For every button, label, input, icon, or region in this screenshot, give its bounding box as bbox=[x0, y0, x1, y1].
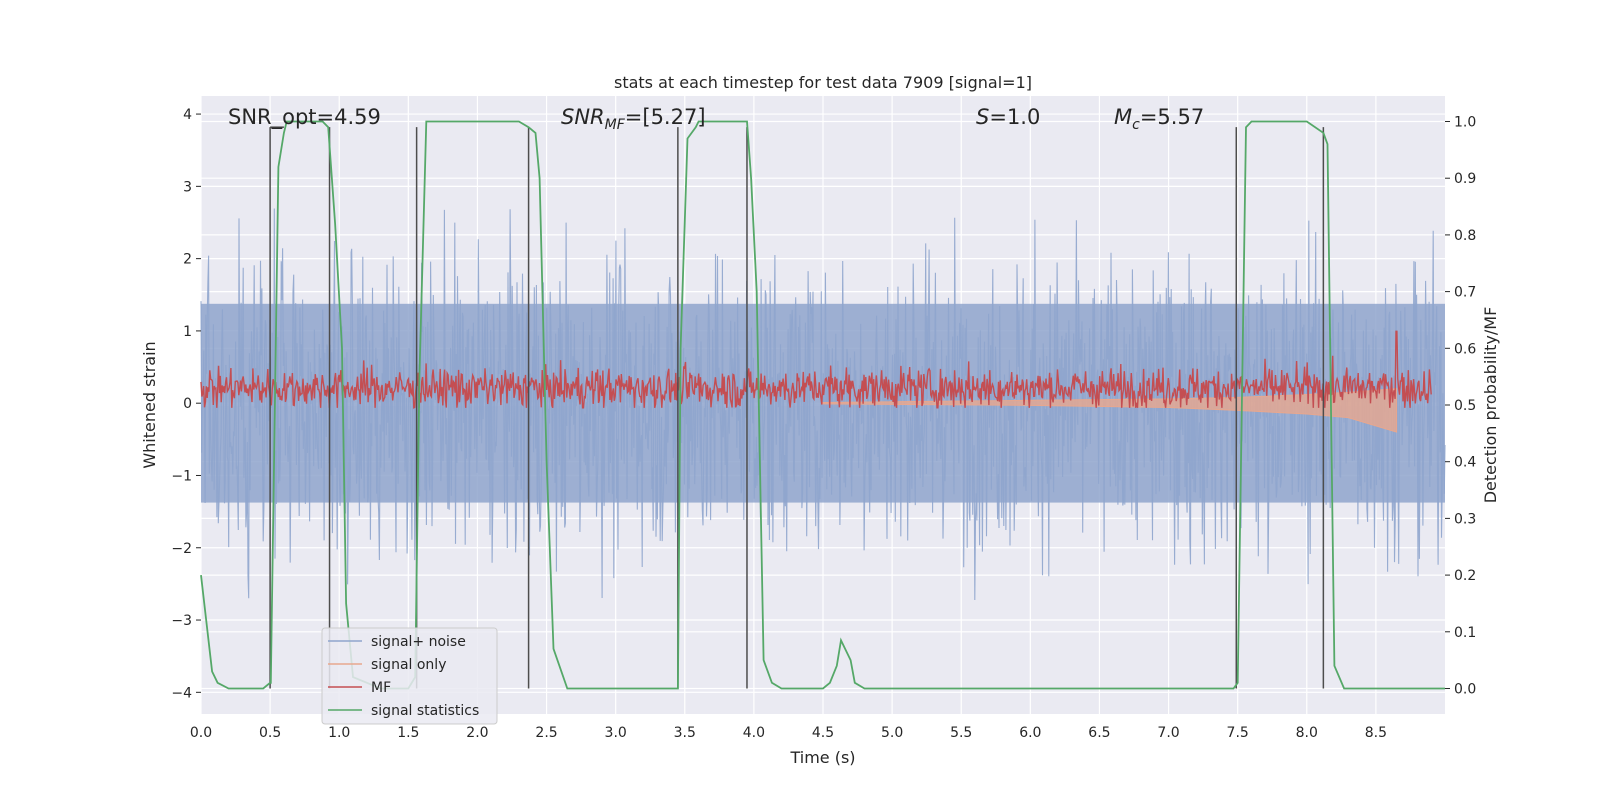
legend-label-signal-noise: signal+ noise bbox=[371, 634, 466, 650]
x-tick-label: 4.0 bbox=[743, 725, 765, 741]
y-left-tick-label: −3 bbox=[171, 613, 192, 629]
x-tick-label: 5.0 bbox=[881, 725, 903, 741]
annotation-snr-opt: SNR_opt=4.59 bbox=[228, 105, 381, 130]
x-tick-label: 5.5 bbox=[950, 725, 972, 741]
y-right-tick-label: 0.0 bbox=[1454, 681, 1476, 697]
y-right-tick-label: 0.6 bbox=[1454, 341, 1476, 357]
x-axis-label: Time (s) bbox=[789, 748, 855, 767]
y-left-tick-label: −4 bbox=[171, 685, 192, 701]
x-tick-label: 1.0 bbox=[328, 725, 350, 741]
y-right-axis-label: Detection probability/MF bbox=[1481, 307, 1500, 504]
annotation-snr-mf: SNRMF=[5.27] bbox=[561, 105, 706, 133]
signal-statistics-series bbox=[200, 120, 1445, 690]
y-right-tick-label: 0.8 bbox=[1454, 228, 1476, 244]
chart-title: stats at each timestep for test data 790… bbox=[614, 73, 1032, 92]
x-tick-label: 2.5 bbox=[535, 725, 557, 741]
x-tick-label: 7.5 bbox=[1227, 725, 1249, 741]
x-tick-label: 4.5 bbox=[812, 725, 834, 741]
x-tick-label: 0.5 bbox=[259, 725, 281, 741]
legend-label-signal-only: signal only bbox=[371, 657, 446, 673]
y-left-tick-label: −1 bbox=[171, 468, 192, 484]
y-left-tick-label: 0 bbox=[183, 396, 192, 412]
y-left-tick-labels: 4 3 2 1 0 −1 −2 −3 −4 bbox=[171, 107, 201, 701]
y-left-tick-label: −2 bbox=[171, 541, 192, 557]
legend: signal+ noise signal only MF signal stat… bbox=[321, 627, 498, 725]
y-right-tick-label: 0.2 bbox=[1454, 568, 1476, 584]
y-right-tick-label: 0.9 bbox=[1454, 171, 1476, 187]
x-tick-label: 6.5 bbox=[1088, 725, 1110, 741]
mf-series bbox=[200, 330, 1432, 409]
y-left-tick-label: 4 bbox=[183, 107, 192, 123]
y-right-tick-label: 0.5 bbox=[1454, 398, 1476, 414]
x-tick-label: 2.0 bbox=[466, 725, 488, 741]
x-tick-label: 7.0 bbox=[1157, 725, 1179, 741]
signal-only-series bbox=[822, 388, 1398, 433]
y-left-tick-label: 1 bbox=[183, 324, 192, 340]
legend-box bbox=[321, 627, 498, 725]
legend-label-signal-statistics: signal statistics bbox=[371, 703, 479, 719]
y-right-tick-label: 0.3 bbox=[1454, 511, 1476, 527]
y-left-tick-label: 2 bbox=[183, 252, 192, 268]
x-tick-label: 3.5 bbox=[674, 725, 696, 741]
x-tick-labels: 0.0 0.5 1.0 1.5 2.0 2.5 3.0 3.5 4.0 4.5 5.0 5.5 6.0 6… bbox=[190, 725, 1387, 741]
legend-label-mf: MF bbox=[371, 680, 391, 696]
mf-trace bbox=[200, 330, 1432, 409]
x-tick-label: 8.0 bbox=[1296, 725, 1318, 741]
y-right-tick-label: 0.1 bbox=[1454, 625, 1476, 641]
signal-only-envelope bbox=[822, 388, 1398, 433]
y-left-tick-label: 3 bbox=[183, 179, 192, 195]
annotation-s-value: S=1.0 bbox=[976, 105, 1040, 129]
y-right-tick-label: 0.7 bbox=[1454, 285, 1476, 301]
y-right-tick-labels: 1.0 0.9 0.8 0.7 0.6 0.5 0.4 0.3 0.2 0.1 0.0 bbox=[1445, 115, 1476, 697]
x-tick-label: 8.5 bbox=[1365, 725, 1387, 741]
x-tick-label: 6.0 bbox=[1019, 725, 1041, 741]
x-tick-label: 1.5 bbox=[397, 725, 419, 741]
x-tick-label: 0.0 bbox=[190, 725, 212, 741]
y-left-axis-label: Whitened strain bbox=[140, 341, 159, 468]
y-right-tick-label: 0.4 bbox=[1454, 455, 1476, 471]
annotation-mc-value: Mc=5.57 bbox=[1114, 105, 1204, 133]
y-right-tick-label: 1.0 bbox=[1454, 115, 1476, 131]
signal-statistics-trace bbox=[200, 120, 1445, 690]
x-tick-label: 3.0 bbox=[605, 725, 627, 741]
